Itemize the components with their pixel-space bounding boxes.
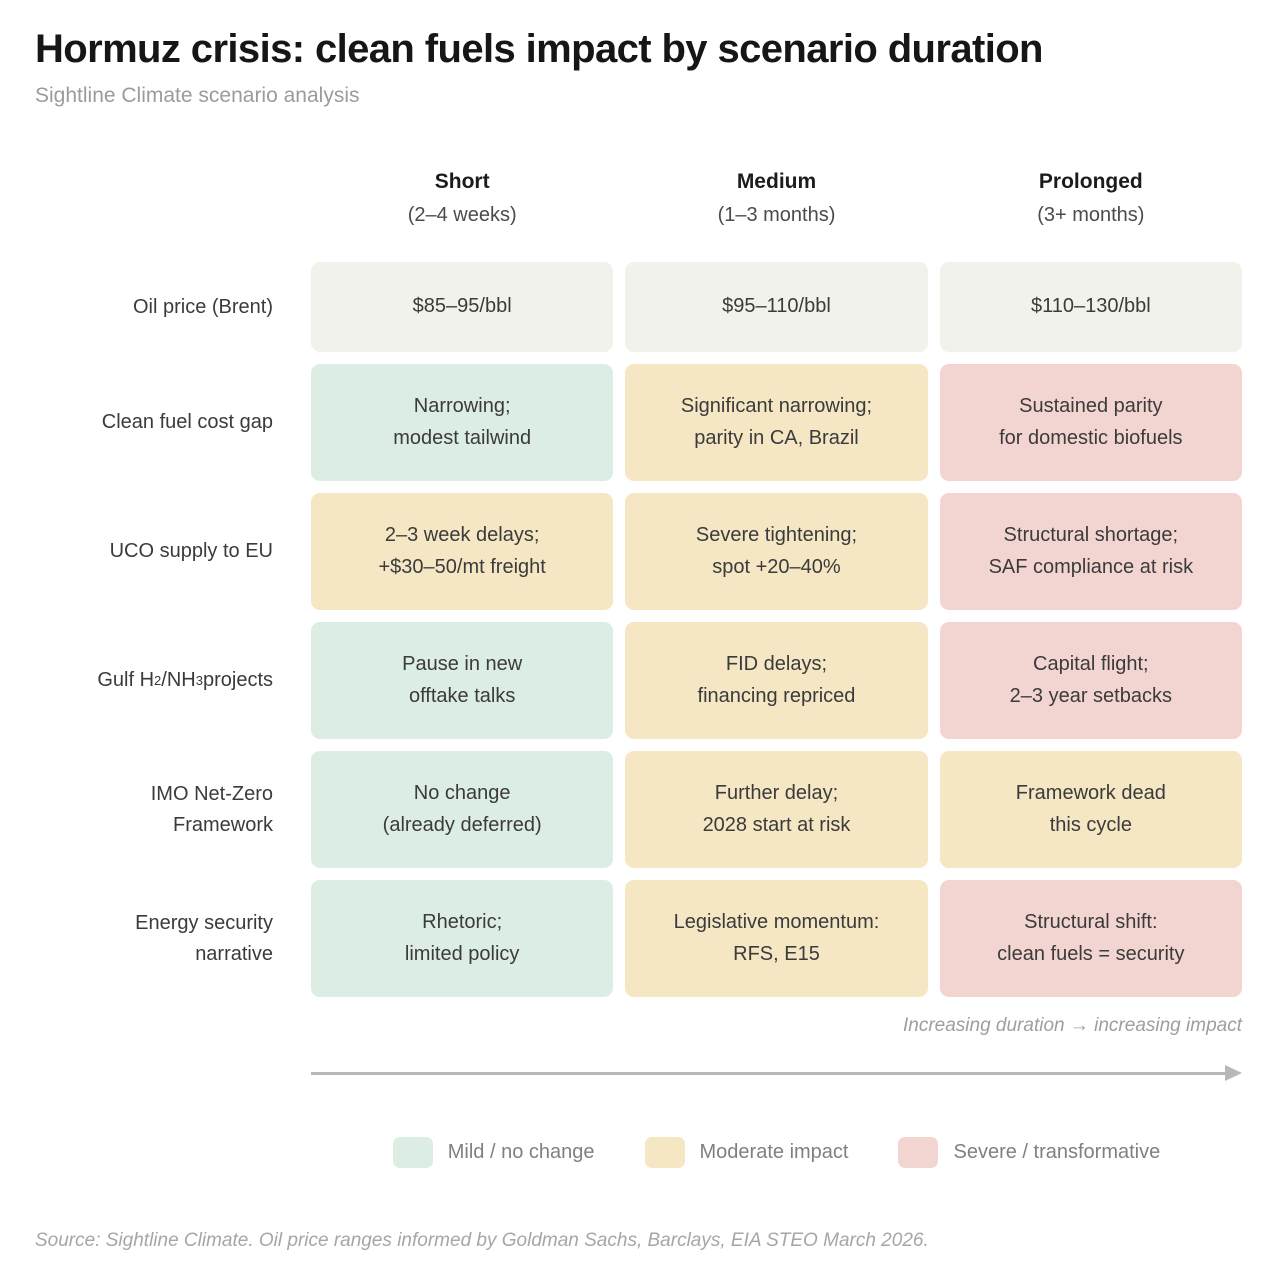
column-header-sublabel: (2–4 weeks) — [407, 204, 517, 226]
arrow-head-icon — [1225, 1065, 1242, 1081]
duration-annotation: Increasing duration → increasing impact — [902, 1015, 1242, 1036]
legend-item-severe: Severe / transformative — [898, 1137, 1160, 1168]
matrix-cell: Severe tightening; spot +20–40% — [625, 493, 928, 610]
matrix-cell: Significant narrowing; parity in CA, Bra… — [625, 364, 928, 481]
column-header-short: Short (2–4 weeks) — [311, 158, 613, 250]
column-header-sublabel: (3+ months) — [1037, 204, 1145, 226]
matrix-cell: Structural shift: clean fuels = security — [939, 880, 1242, 997]
row-label-energy-security: Energy security narrative — [135, 911, 273, 965]
matrix-cell: Capital flight; 2–3 year setbacks — [939, 622, 1242, 739]
row-label-oil-price: Oil price (Brent) — [132, 295, 273, 318]
legend-swatch-mild — [392, 1137, 433, 1168]
legend-item-moderate: Moderate impact — [644, 1137, 849, 1168]
legend-label: Moderate impact — [699, 1141, 849, 1163]
column-header-label: Medium — [736, 170, 817, 193]
column-header-label: Short — [434, 170, 490, 193]
legend-label: Severe / transformative — [953, 1141, 1161, 1163]
matrix-cell: Legislative momentum: RFS, E15 — [625, 880, 928, 997]
column-header-prolonged: Prolonged (3+ months) — [940, 158, 1242, 250]
legend-swatch-moderate — [644, 1137, 685, 1168]
matrix-cell: Framework dead this cycle — [939, 751, 1242, 868]
arrow-line — [311, 1071, 1225, 1075]
legend-item-mild: Mild / no change — [392, 1137, 595, 1168]
matrix-cell: 2–3 week delays; +$30–50/mt freight — [311, 493, 614, 610]
matrix-cell: FID delays; financing repriced — [625, 622, 928, 739]
source-note: Source: Sightline Climate. Oil price ran… — [35, 1230, 929, 1251]
row-label-gulf-h2-nh3-projects: Gulf H 2/NH 3 projects — [35, 622, 299, 739]
row-label-imo-net-zero: IMO Net-Zero Framework — [150, 782, 273, 836]
scenario-matrix: Short (2–4 weeks) Medium (1–3 months) Pr… — [35, 158, 1242, 997]
column-header-sublabel: (1–3 months) — [717, 204, 836, 226]
legend-swatch-severe — [898, 1137, 939, 1168]
chart-title: Hormuz crisis: clean fuels impact by sce… — [35, 27, 1044, 71]
matrix-cell: Rhetoric; limited policy — [311, 880, 614, 997]
column-header-medium: Medium (1–3 months) — [625, 158, 927, 250]
row-label-part: /NH — [161, 669, 196, 691]
matrix-cell: Structural shortage; SAF compliance at r… — [939, 493, 1242, 610]
matrix-cell: $85–95/bbl — [311, 262, 614, 352]
row-label-part: Gulf H — [97, 669, 155, 691]
matrix-cell: No change (already deferred) — [311, 751, 614, 868]
legend: Mild / no change Moderate impact Severe … — [311, 1137, 1242, 1168]
matrix-cell: $95–110/bbl — [625, 262, 928, 352]
chart-subtitle: Sightline Climate scenario analysis — [35, 84, 360, 107]
row-label-uco-supply: UCO supply to EU — [109, 540, 273, 562]
row-label-clean-fuel-cost-gap: Clean fuel cost gap — [101, 411, 273, 433]
duration-arrow — [311, 1065, 1242, 1081]
column-header-label: Prolonged — [1038, 170, 1143, 193]
matrix-cell: Further delay; 2028 start at risk — [625, 751, 928, 868]
matrix-cell: Sustained parity for domestic biofuels — [939, 364, 1242, 481]
legend-label: Mild / no change — [447, 1141, 595, 1163]
matrix-cell: $110–130/bbl — [939, 262, 1242, 352]
row-label-part: projects — [202, 669, 273, 691]
matrix-cell: Pause in new offtake talks — [311, 622, 614, 739]
matrix-cell: Narrowing; modest tailwind — [311, 364, 614, 481]
matrix-corner — [35, 158, 299, 250]
